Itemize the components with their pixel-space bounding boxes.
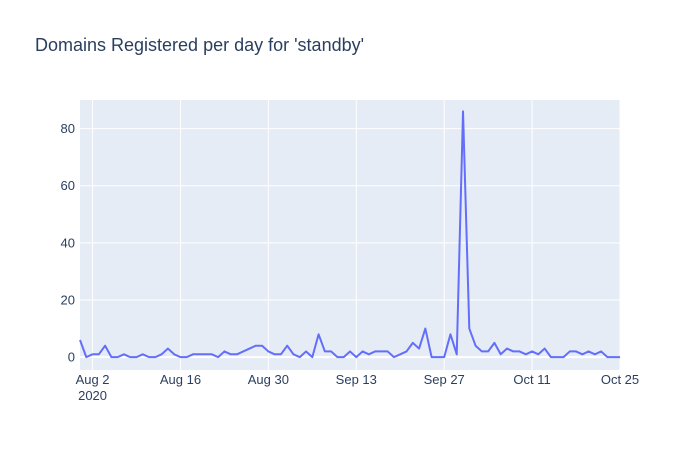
x-tick-label: Sep 27 [424, 372, 465, 387]
gridlines [80, 100, 621, 370]
plot-area [80, 100, 620, 370]
chart-title: Domains Registered per day for 'standby' [35, 35, 364, 55]
x-tick-label: Sep 13 [336, 372, 377, 387]
y-tick-label: 60 [61, 178, 75, 193]
x-tick-label: Aug 30 [248, 372, 289, 387]
series-layer [79, 110, 620, 359]
y-tick-label: 80 [61, 121, 75, 136]
x-tick-label: Oct 25 [601, 372, 639, 387]
x-tick-label: Aug 2 [76, 372, 110, 387]
y-tick-label: 40 [61, 235, 75, 250]
y-tick-label: 20 [61, 293, 75, 308]
x-tick-label: Oct 11 [513, 372, 550, 387]
y-tick-label: 0 [68, 350, 75, 365]
x-tick-label: Aug 16 [160, 372, 201, 387]
x-tick-sublabel: 2020 [78, 388, 107, 403]
series-line [79, 110, 620, 359]
